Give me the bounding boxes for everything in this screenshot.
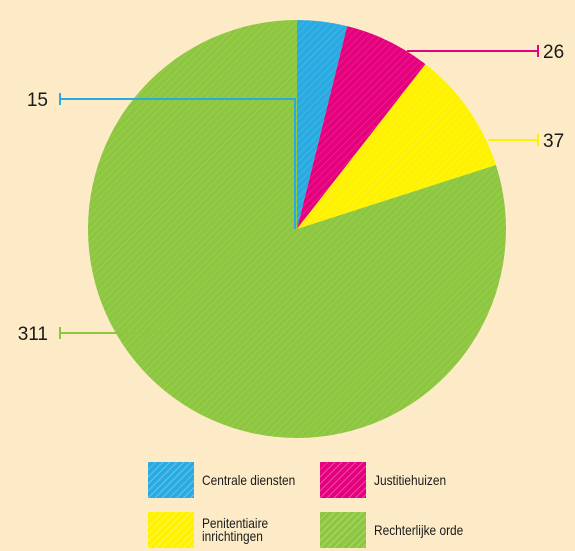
pie-slice-texture-justitiehuizen bbox=[297, 26, 426, 229]
legend-label-penitentiaire-inrichtingen: Penitentiaire inrichtingen bbox=[202, 515, 269, 544]
legend: Centrale diensten Justitiehuizen Peniten… bbox=[148, 462, 480, 548]
pie-slice-texture-penitentiaire-inrichtingen bbox=[297, 64, 496, 230]
legend-label-rechterlijke-orde: Rechterlijke orde bbox=[374, 521, 464, 538]
data-label-justitiehuizen: 26 bbox=[543, 42, 564, 63]
legend-item-justitiehuizen: Justitiehuizen bbox=[320, 462, 480, 498]
pie-slice-texture-centrale-diensten bbox=[297, 20, 348, 229]
data-label-centrale-diensten: 15 bbox=[27, 90, 48, 111]
leader-line-centrale-diensten bbox=[60, 98, 296, 229]
data-label-penitentiaire-inrichtingen: 37 bbox=[543, 131, 564, 152]
legend-item-centrale-diensten: Centrale diensten bbox=[148, 462, 320, 498]
legend-swatch-rechterlijke-orde bbox=[320, 512, 366, 548]
pie-slice-texture-rechterlijke-orde bbox=[88, 20, 507, 438]
legend-swatch-centrale-diensten bbox=[148, 462, 194, 498]
legend-item-rechterlijke-orde: Rechterlijke orde bbox=[320, 512, 480, 548]
legend-swatch-penitentiaire-inrichtingen bbox=[148, 512, 194, 548]
data-label-rechterlijke-orde: 311 bbox=[18, 324, 48, 345]
legend-swatch-justitiehuizen bbox=[320, 462, 366, 498]
legend-label-justitiehuizen: Justitiehuizen bbox=[374, 471, 447, 488]
legend-item-penitentiaire-inrichtingen: Penitentiaire inrichtingen bbox=[148, 512, 320, 548]
legend-label-centrale-diensten: Centrale diensten bbox=[202, 471, 296, 488]
